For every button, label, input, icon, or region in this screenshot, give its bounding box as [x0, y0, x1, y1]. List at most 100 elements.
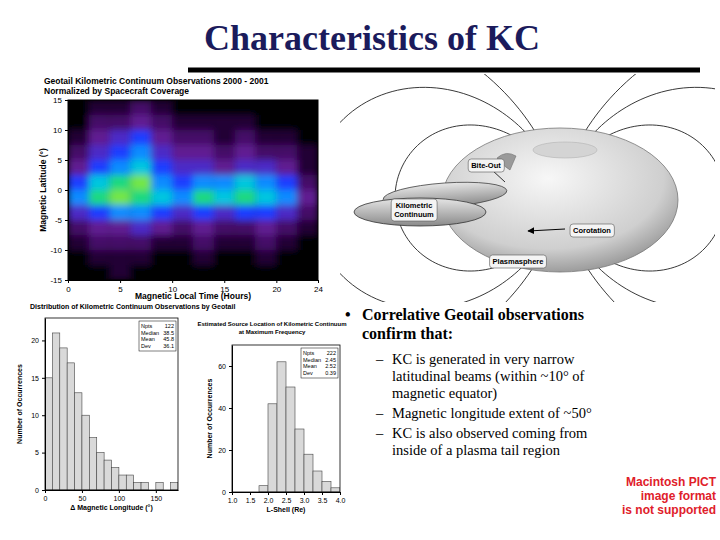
tick-label: 15: [31, 375, 39, 382]
heat-cell: [193, 130, 214, 145]
heat-cell: [235, 265, 256, 280]
heat-cell: [89, 130, 110, 145]
tick-mark: [224, 280, 225, 283]
tick-mark: [229, 408, 232, 409]
heat-cell: [110, 190, 131, 205]
heat-cell: [256, 265, 277, 280]
tick-mark: [340, 492, 341, 495]
tick-mark: [42, 453, 45, 454]
title-rule: [188, 68, 700, 73]
tick: 4.0: [336, 492, 346, 504]
tick-mark: [268, 492, 269, 495]
heat-cell: [110, 115, 131, 130]
image-notice: Macintosh PICTimage formatis not support…: [622, 475, 717, 517]
stats-value: 45.8: [163, 336, 174, 342]
heat-cell: [297, 130, 318, 145]
label-text: Plasmasphere: [493, 257, 544, 266]
slide: Characteristics of KCGeotail Kilometric …: [0, 0, 720, 540]
bar: [119, 475, 126, 490]
x-axis-title: Magnetic Local Time (Hours): [135, 291, 251, 301]
bar: [304, 454, 313, 492]
heat-cell: [68, 220, 89, 235]
y-axis-title: Number of Occurrences: [206, 379, 213, 459]
heat-cell: [276, 190, 297, 205]
bar: [104, 460, 111, 490]
chart-title: Geotail Kilometric Continuum Observation…: [44, 76, 269, 86]
heat-cell: [214, 115, 235, 130]
heat-cell: [172, 100, 193, 115]
plasmasphere-diagram: Bite-OutKilometricContinuumCorotationPla…: [160, 21, 720, 375]
tick: 0: [44, 490, 48, 502]
kc-beam: [354, 198, 486, 226]
stats-label: Median: [303, 357, 321, 363]
axis-line: [232, 346, 233, 493]
tick-mark: [65, 160, 68, 161]
y-axis-title: Number of Occurrences: [16, 364, 23, 444]
sub-bullet-text: KC is also observed coming from: [392, 425, 588, 441]
tick-label: 0: [66, 285, 71, 294]
tick: 5: [58, 156, 68, 165]
heat-cell: [131, 205, 152, 220]
axis-line: [46, 490, 179, 491]
heat-cell: [110, 250, 131, 265]
heat-cell: [276, 220, 297, 235]
heat-cell: [68, 190, 89, 205]
tick-label: 1.5: [246, 497, 256, 504]
heat-cell: [297, 250, 318, 265]
tick-label: 1.0: [228, 497, 238, 504]
label-box: [570, 224, 614, 237]
notice-text: image format: [641, 489, 716, 503]
heat-cell: [151, 265, 172, 280]
heat-cell: [131, 220, 152, 235]
corotation-label: Corotation: [570, 224, 614, 237]
bar: [134, 483, 141, 490]
heat-cell: [89, 250, 110, 265]
heat-cell: [131, 100, 152, 115]
tick: 15: [31, 375, 45, 382]
corotation-arrow: [528, 229, 565, 231]
heat-cell: [151, 115, 172, 130]
tick-mark: [229, 366, 232, 367]
heat-cell: [276, 250, 297, 265]
tick: 50: [79, 490, 87, 502]
heat-cell: [151, 190, 172, 205]
heat-cell: [110, 235, 131, 250]
heat-cell: [276, 160, 297, 175]
heat-cell: [214, 220, 235, 235]
heat-cell: [131, 235, 152, 250]
heat-cell: [256, 145, 277, 160]
heat-cell: [256, 130, 277, 145]
heat-cell: [172, 190, 193, 205]
sub-bullet-marker: –: [375, 351, 384, 367]
tick-label: 10: [31, 412, 39, 419]
heat-cell: [193, 250, 214, 265]
y-axis: 0204060: [218, 346, 232, 496]
stats-value: 0.39: [325, 370, 336, 376]
x-axis-title: Δ Magnetic Longitude (°): [70, 504, 153, 512]
tick-label: 0: [35, 487, 39, 494]
tick: 10: [53, 126, 68, 135]
heat-cell: [89, 160, 110, 175]
tick-label: 150: [150, 495, 162, 502]
heat-cell: [89, 265, 110, 280]
heat-cell: [276, 145, 297, 160]
x-axis-title: L-Shell (Re): [267, 506, 306, 514]
sub-bullet-text: latitudinal beams (within ~10° of: [392, 368, 585, 385]
heat-cell: [297, 235, 318, 250]
tick-mark: [229, 492, 232, 493]
y-axis: 05101520: [31, 319, 45, 494]
chart-title: Distribution of Kilometric Continuum Obs…: [30, 303, 235, 311]
heat-cell: [68, 130, 89, 145]
heat-cell: [172, 265, 193, 280]
tick: 5: [35, 449, 45, 456]
tick-label: -15: [50, 276, 62, 285]
heat-cell: [214, 145, 235, 160]
bar: [156, 483, 163, 490]
x-axis: 050100150: [44, 490, 179, 502]
tick: 2.5: [282, 492, 292, 504]
heat-cell: [193, 100, 214, 115]
plot-frame: [45, 318, 178, 490]
heat-cell: [151, 175, 172, 190]
bar: [295, 429, 304, 492]
bullet-heading: Correlative Geotail observations: [362, 306, 584, 323]
